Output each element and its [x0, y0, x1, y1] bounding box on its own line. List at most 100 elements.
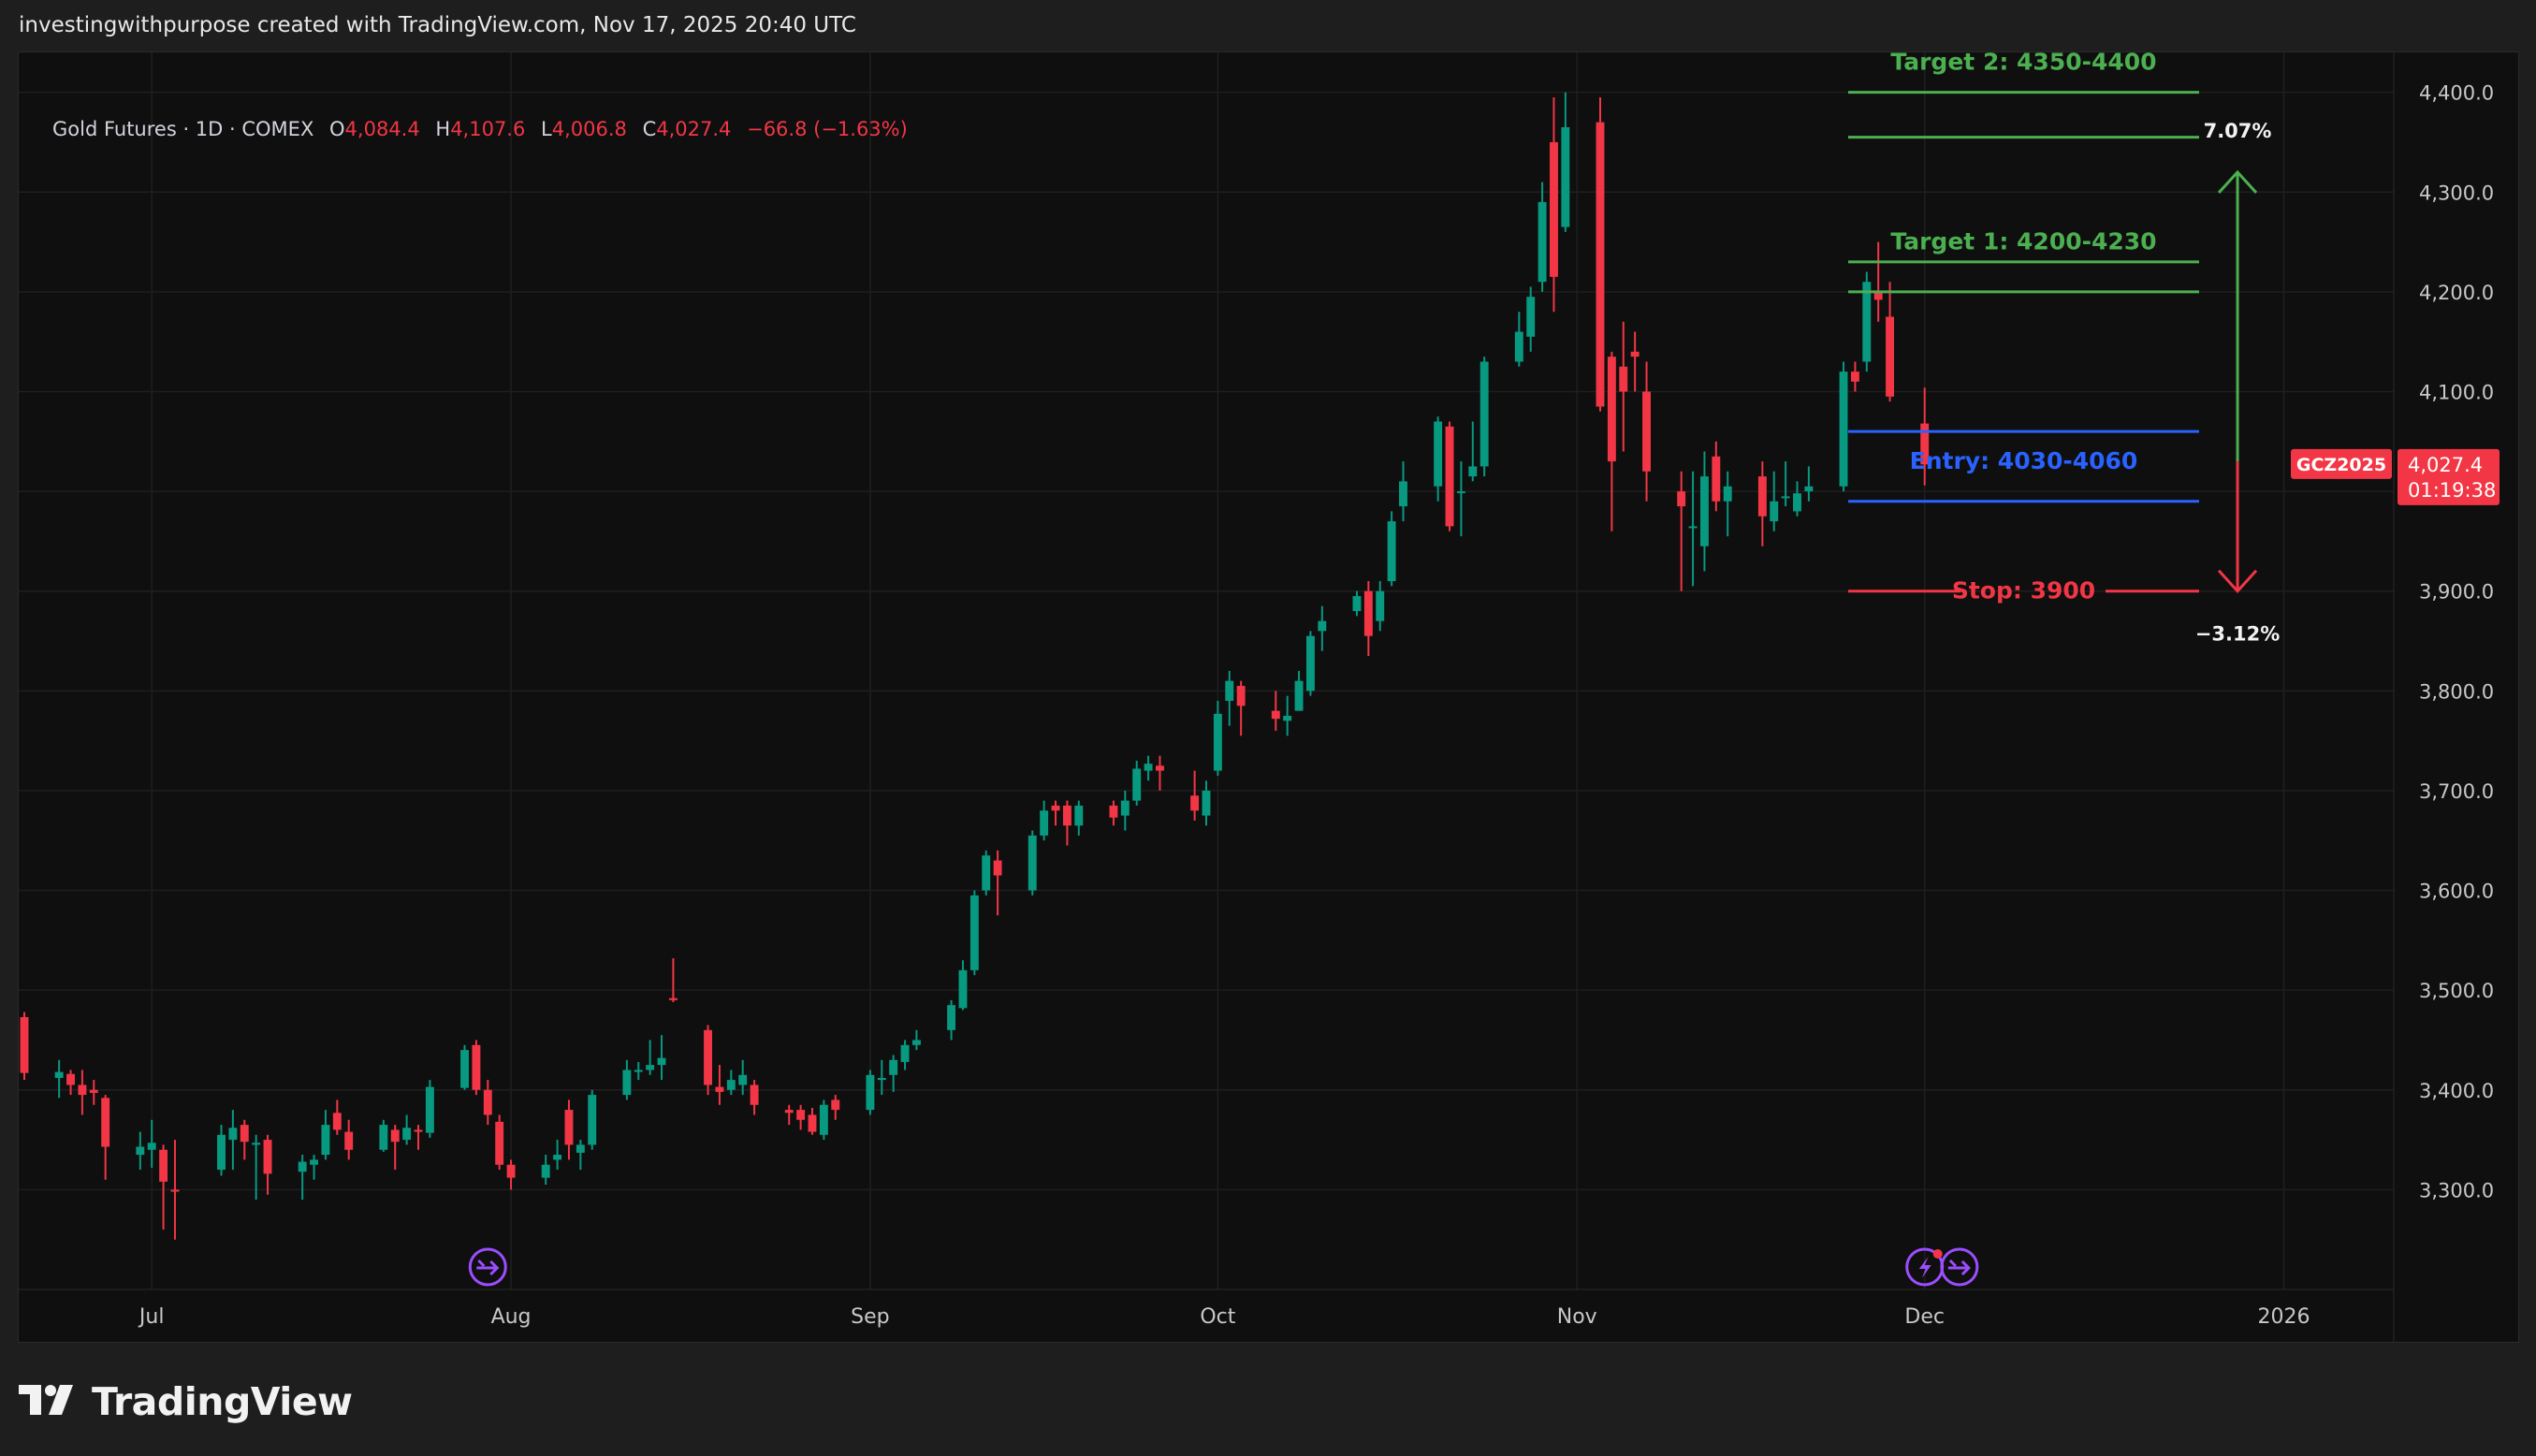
- candle-body: [506, 1164, 516, 1178]
- candle-body: [911, 1040, 921, 1045]
- candle-body: [1283, 715, 1292, 721]
- candle-body: [622, 1070, 632, 1096]
- candle-body: [1294, 680, 1304, 711]
- candle-body: [1456, 491, 1465, 494]
- dividend-forward-icon[interactable]: [1940, 1247, 1979, 1287]
- candle-body: [1550, 141, 1558, 277]
- x-tick-label: Dec: [1904, 1305, 1945, 1329]
- target-2-label: Target 2: 4350-4400: [1890, 52, 2156, 76]
- candle-body: [89, 1089, 98, 1093]
- legend-close-value: 4,027.4: [656, 118, 732, 140]
- candle-body: [1062, 805, 1071, 826]
- candle-body: [240, 1125, 249, 1143]
- candle-body: [576, 1144, 585, 1153]
- candle-body: [1526, 297, 1536, 337]
- candle-body: [20, 1016, 29, 1073]
- candle-body: [252, 1143, 261, 1145]
- candle-body: [1642, 391, 1651, 472]
- candle-body: [1723, 486, 1732, 502]
- event-aug-ring: [468, 1247, 507, 1287]
- candle-body: [657, 1057, 666, 1066]
- candle-body: [1236, 685, 1246, 706]
- legend-low-label: L: [541, 118, 552, 140]
- chart-pane[interactable]: 3,300.0 3,400.0 3,500.0 3,600.0 3,700.0 3,800…: [18, 51, 2519, 1343]
- candle-body: [1040, 810, 1049, 836]
- candle-body: [831, 1099, 840, 1111]
- candle-body: [136, 1146, 145, 1156]
- candle-body: [483, 1089, 492, 1115]
- legend-low-value: 4,006.8: [551, 118, 627, 140]
- candle-body: [78, 1085, 87, 1096]
- y-tick-label: 3,700.0: [2419, 780, 2494, 803]
- dividend-forward-icon[interactable]: [468, 1247, 507, 1287]
- candle-body: [1202, 790, 1211, 816]
- candle-body: [402, 1128, 412, 1141]
- tradingview-logo-icon: [19, 1383, 79, 1420]
- candle-body: [553, 1155, 562, 1160]
- candle-body: [344, 1131, 354, 1150]
- candle-body: [425, 1086, 434, 1133]
- candle-body: [1144, 764, 1153, 771]
- candle-body: [379, 1125, 388, 1150]
- candle-body: [170, 1189, 180, 1192]
- candle-body: [1688, 526, 1698, 529]
- candle-body: [1399, 481, 1407, 507]
- candle-body: [947, 1005, 956, 1030]
- event-dec-ring: [1940, 1247, 1979, 1287]
- candle-body: [993, 860, 1002, 876]
- tradingview-logo: TradingView: [19, 1374, 353, 1430]
- candle-body: [159, 1149, 168, 1182]
- projection-up-label: 7.07%: [2204, 120, 2272, 142]
- candle-body: [1213, 713, 1222, 771]
- candle-body: [1387, 521, 1396, 582]
- entry-label: Entry: 4030-4060: [1910, 447, 2138, 474]
- candle-body: [332, 1113, 342, 1130]
- y-tick-label: 4,200.0: [2419, 282, 2494, 304]
- candle-body: [958, 969, 968, 1009]
- candle-body: [784, 1110, 794, 1114]
- candle-body: [460, 1050, 469, 1088]
- candle-body: [1271, 710, 1280, 720]
- candle-body: [1862, 282, 1872, 362]
- candle-body: [1109, 805, 1118, 818]
- y-tick-label: 3,600.0: [2419, 881, 2494, 903]
- candle-body: [1781, 496, 1790, 499]
- candle-body: [750, 1085, 759, 1105]
- candle-body: [1757, 476, 1767, 517]
- candle-body: [668, 997, 678, 1000]
- candle-body: [1561, 126, 1570, 227]
- candle-body: [1120, 800, 1130, 816]
- candle-body: [1770, 501, 1779, 522]
- price-tag-countdown: 01:19:38: [2408, 479, 2496, 502]
- tradingview-brand: TradingView: [92, 1379, 353, 1424]
- candle-body: [969, 895, 979, 970]
- candle-body: [1468, 466, 1478, 477]
- candle-body: [1804, 486, 1814, 492]
- legend-open-label: O: [329, 118, 345, 140]
- candle-body: [1712, 456, 1721, 502]
- candle-body: [1132, 768, 1142, 801]
- legend-close-label: C: [642, 118, 657, 140]
- legend-high-label: H: [435, 118, 451, 140]
- event-nov-glyph: [1918, 1257, 1931, 1278]
- symbol-badge-text: GCZ2025: [2296, 455, 2386, 475]
- candle-body: [877, 1077, 886, 1081]
- candle-body: [263, 1140, 272, 1174]
- target-1-label: Target 1: 4200-4230: [1890, 228, 2156, 255]
- candle-body: [66, 1073, 75, 1085]
- candle-body: [1839, 371, 1848, 487]
- legend-high-value: 4,107.6: [450, 118, 526, 140]
- candle-body: [1793, 493, 1801, 512]
- candle-body: [564, 1110, 574, 1145]
- candle-body: [54, 1071, 64, 1078]
- y-tick-label: 3,800.0: [2419, 680, 2494, 703]
- y-tick-label: 3,900.0: [2419, 581, 2494, 604]
- candle-body: [298, 1161, 307, 1172]
- projection-down-arrowhead: [2217, 569, 2258, 593]
- stop-label: Stop: 3900: [1952, 577, 2095, 604]
- candle-body: [217, 1134, 226, 1171]
- candle-body: [541, 1164, 550, 1178]
- candle-body: [588, 1095, 597, 1145]
- price-chart[interactable]: 3,300.0 3,400.0 3,500.0 3,600.0 3,700.0 3,800…: [19, 52, 2518, 1342]
- candle-body: [1479, 361, 1489, 467]
